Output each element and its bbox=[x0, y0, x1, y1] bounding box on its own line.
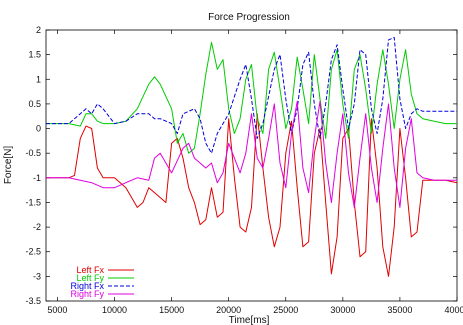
x-tick-label: 20000 bbox=[216, 305, 241, 315]
series-lines bbox=[46, 36, 458, 277]
legend-label: Left Fx bbox=[76, 265, 104, 275]
x-tick-label: 35000 bbox=[387, 305, 412, 315]
chart-title: Force Progression bbox=[208, 12, 290, 23]
legend-label: Right Fx bbox=[70, 281, 104, 291]
y-tick-label: -3.5 bbox=[25, 296, 41, 306]
legend-label: Left Fy bbox=[76, 273, 104, 283]
y-tick-label: 0 bbox=[36, 124, 41, 134]
series-line-left-fy bbox=[46, 41, 457, 154]
series-line-left-fx bbox=[46, 113, 458, 277]
x-tick-label: 25000 bbox=[273, 305, 298, 315]
y-tick-label: -1.5 bbox=[25, 197, 41, 207]
y-tick-label: 1 bbox=[36, 74, 41, 84]
x-tick-label: 10000 bbox=[102, 305, 127, 315]
x-axis-title: Time[ms] bbox=[229, 315, 270, 325]
y-tick-label: -2.5 bbox=[25, 247, 41, 257]
series-line-right-fx bbox=[46, 36, 457, 154]
y-axis-tick-labels: -3.5 -3 -2.5 -2 -1.5 -1 -0.5 0 0.5 1 1.5 2 bbox=[25, 25, 41, 306]
y-tick-label: 2 bbox=[36, 25, 41, 35]
y-axis-title: Force[N] bbox=[3, 146, 14, 185]
tick-marks bbox=[46, 29, 458, 302]
x-axis-tick-labels: 5000 10000 15000 20000 25000 30000 35000 40000 bbox=[47, 305, 463, 315]
legend-label: Right Fy bbox=[70, 289, 104, 299]
x-tick-label: 15000 bbox=[159, 305, 184, 315]
series-line-right-fy bbox=[46, 100, 457, 208]
x-tick-label: 5000 bbox=[47, 305, 67, 315]
y-tick-label: -0.5 bbox=[25, 148, 41, 158]
plot-area-frame bbox=[45, 29, 458, 302]
y-tick-label: -3 bbox=[33, 271, 41, 281]
x-tick-label: 30000 bbox=[330, 305, 355, 315]
y-tick-label: 1.5 bbox=[28, 50, 41, 60]
y-tick-label: -1 bbox=[33, 173, 41, 183]
y-tick-label: -2 bbox=[33, 222, 41, 232]
y-tick-label: 0.5 bbox=[28, 99, 41, 109]
x-tick-label: 40000 bbox=[444, 305, 463, 315]
